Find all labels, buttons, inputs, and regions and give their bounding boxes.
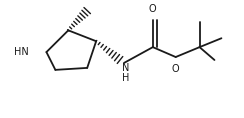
Text: O: O bbox=[172, 64, 180, 74]
Text: O: O bbox=[148, 4, 156, 14]
Text: N: N bbox=[122, 63, 129, 73]
Text: H: H bbox=[122, 73, 129, 83]
Text: HN: HN bbox=[14, 47, 29, 57]
